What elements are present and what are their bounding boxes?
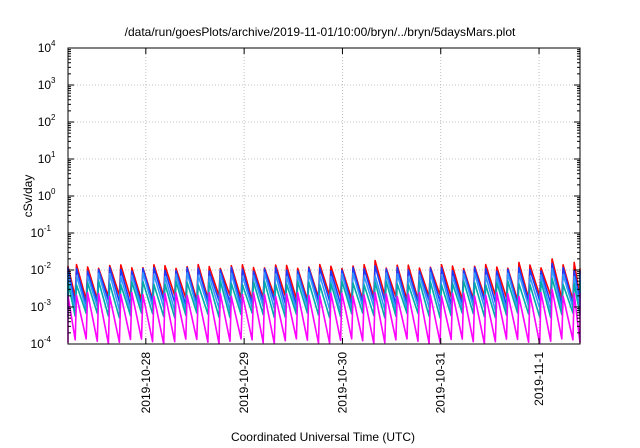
y-tick-label: 103 bbox=[38, 76, 56, 92]
series-line-2 bbox=[67, 262, 581, 307]
y-axis-label: cSv/day bbox=[21, 175, 35, 218]
y-tick-label: 104 bbox=[38, 39, 56, 55]
chart-title: /data/run/goesPlots/archive/2019-11-01/1… bbox=[125, 25, 516, 39]
x-tick-label: 2019-11-1 bbox=[532, 352, 546, 406]
x-tick-label: 2019-10-31 bbox=[434, 352, 448, 414]
y-tick-label: 10-2 bbox=[31, 261, 52, 277]
y-tick-label: 100 bbox=[38, 187, 56, 203]
y-tick-label: 101 bbox=[38, 150, 56, 166]
x-axis-label: Coordinated Universal Time (UTC) bbox=[231, 430, 415, 444]
x-axis: 2019-10-28 2019-10-29 2019-10-30 2019-10-31… bbox=[139, 48, 546, 413]
y-axis: 10-4 10-3 10-2 10-1 100 101 102 103 104 bbox=[31, 39, 580, 351]
x-tick-label: 2019-10-28 bbox=[139, 352, 153, 414]
x-tick-label: 2019-10-30 bbox=[335, 352, 349, 414]
series-line-5 bbox=[67, 288, 581, 345]
x-tick-label: 2019-10-29 bbox=[237, 352, 251, 414]
y-tick-label: 10-3 bbox=[31, 298, 52, 314]
y-tick-label: 10-1 bbox=[31, 224, 52, 240]
series-line-3 bbox=[67, 267, 581, 313]
series-line-4 bbox=[67, 277, 581, 319]
grid-layer bbox=[68, 48, 580, 344]
y-tick-label: 102 bbox=[38, 113, 56, 129]
series-layer bbox=[67, 258, 581, 345]
y-tick-label: 10-4 bbox=[31, 335, 52, 351]
